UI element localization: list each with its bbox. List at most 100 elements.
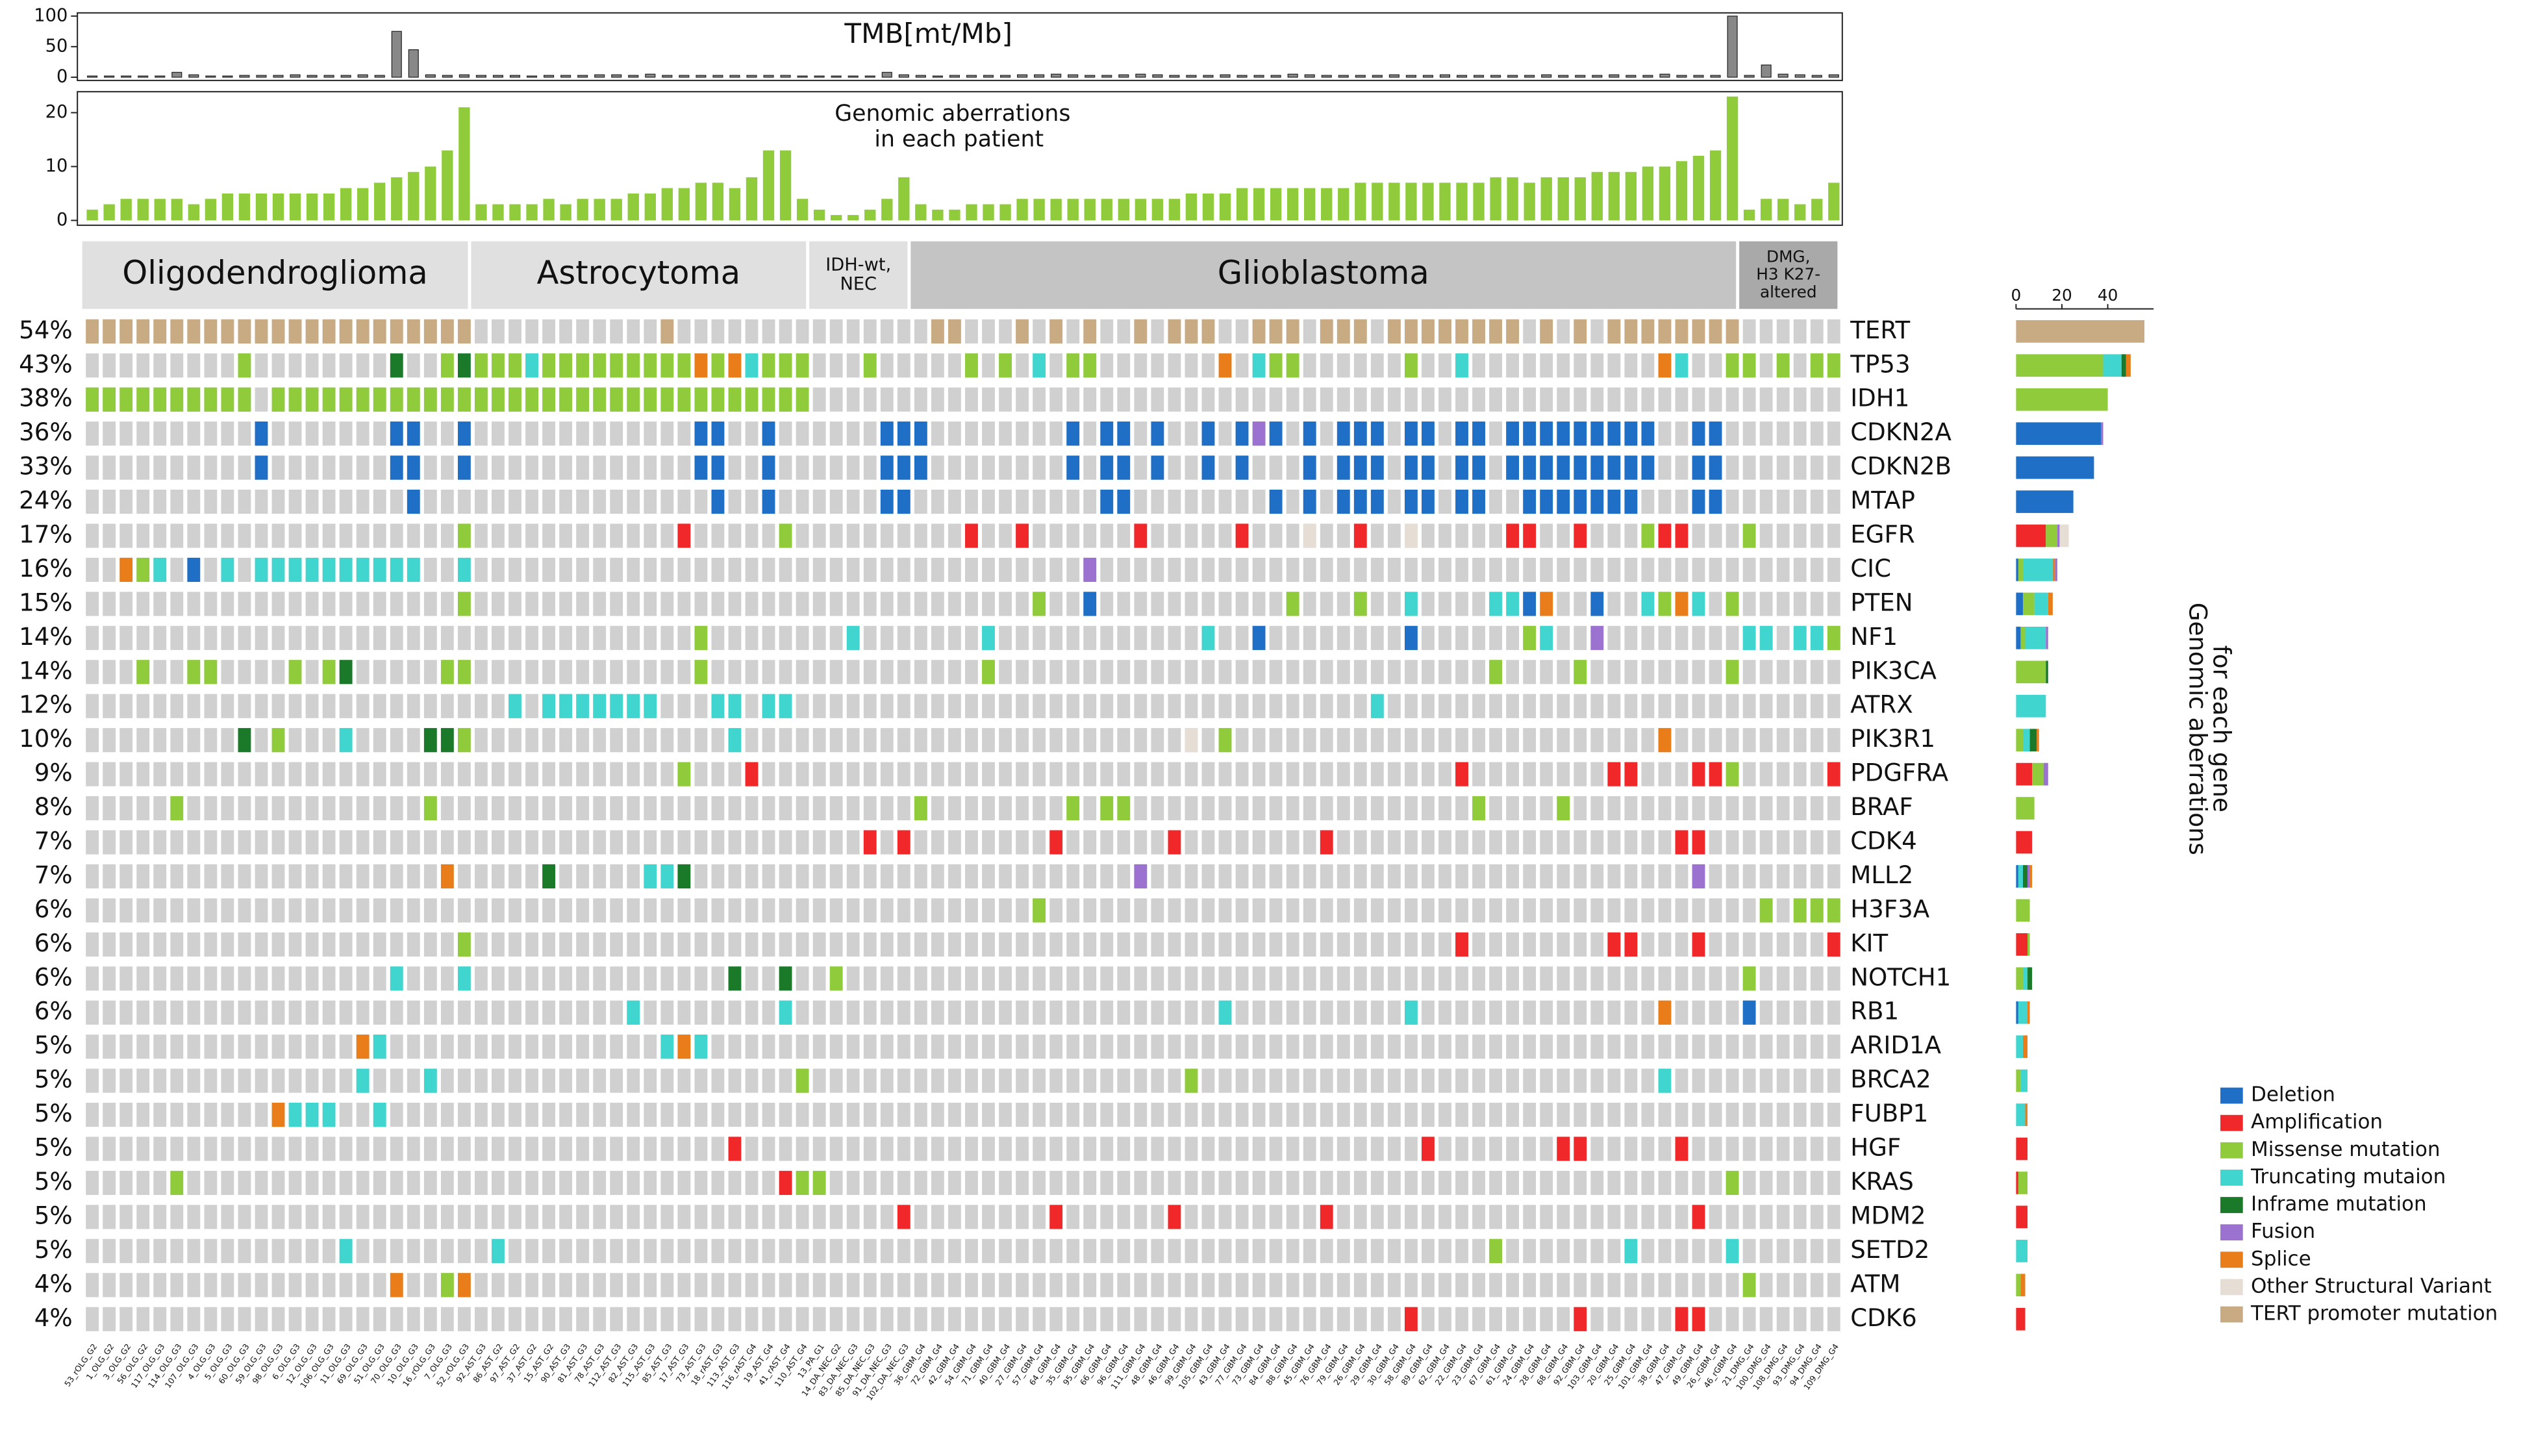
alteration-cell <box>1489 319 1502 344</box>
cell-bg <box>1404 1273 1418 1298</box>
gene-bar <box>2016 660 2046 684</box>
cell-bg <box>492 523 505 548</box>
cell-bg <box>271 864 285 889</box>
alteration-cell <box>238 353 251 378</box>
cell-bg <box>170 489 184 514</box>
cell-bg <box>1607 1273 1621 1298</box>
gene-bar <box>2016 354 2103 377</box>
cell-bg <box>542 762 555 786</box>
gene-bar <box>2016 1103 2026 1126</box>
cell-bg <box>829 898 843 923</box>
cell-bg <box>153 898 167 923</box>
gene-bar <box>2016 490 2074 513</box>
percent-label: 6% <box>34 929 73 957</box>
cell-bg <box>1590 1035 1604 1059</box>
cell-bg <box>339 1000 353 1025</box>
cell-bg <box>1235 898 1249 923</box>
cell-bg <box>931 660 944 684</box>
cell-bg <box>677 1170 691 1196</box>
cell-bg <box>1540 830 1553 855</box>
alteration-cell <box>221 319 234 344</box>
cell-bg <box>610 1238 623 1263</box>
tmb-bar <box>1051 73 1062 78</box>
cell-bg <box>1607 1205 1621 1229</box>
cell-bg <box>1337 830 1350 855</box>
cell-bg <box>288 625 302 650</box>
cell-bg <box>1438 1238 1451 1263</box>
cell-bg <box>711 1068 725 1093</box>
alteration-cell <box>1353 523 1367 548</box>
cell-bg <box>863 1136 877 1161</box>
cell-bg <box>1827 319 1840 344</box>
gene-bar <box>2016 559 2018 581</box>
cell-bg <box>508 966 521 991</box>
cell-bg <box>1506 1238 1520 1263</box>
cell-bg <box>423 455 437 480</box>
alteration-cell <box>305 387 319 412</box>
cell-bg <box>914 966 927 991</box>
cell-bg <box>1049 387 1063 412</box>
cell-bg <box>339 1068 353 1093</box>
cell-bg <box>576 1170 590 1196</box>
cell-bg <box>779 319 792 344</box>
cell-bg <box>1151 1307 1164 1331</box>
cell-bg <box>812 557 826 583</box>
alteration-cell <box>796 1170 809 1196</box>
aberration-bar <box>627 193 639 221</box>
cell-bg <box>255 694 268 718</box>
alteration-cell <box>204 387 218 412</box>
cell-bg <box>525 966 538 991</box>
cell-bg <box>982 1273 995 1298</box>
cell-bg <box>1709 1000 1722 1025</box>
cell-bg <box>1235 1205 1249 1229</box>
cell-bg <box>1117 353 1131 378</box>
cell-bg <box>1269 796 1283 821</box>
alteration-cell <box>1286 353 1299 378</box>
cell-bg <box>1590 387 1604 412</box>
cell-bg <box>322 796 336 821</box>
cell-bg <box>1168 1307 1181 1331</box>
cell-bg <box>423 1205 437 1229</box>
cell-bg <box>204 1273 218 1298</box>
cell-bg <box>221 1273 234 1298</box>
cell-bg <box>1252 796 1266 821</box>
cell-bg <box>1472 1273 1485 1298</box>
cell-bg <box>1709 966 1722 991</box>
cell-bg <box>1218 1170 1232 1196</box>
cell-bg <box>593 557 607 583</box>
cell-bg <box>660 728 674 753</box>
cell-bg <box>880 932 894 957</box>
gene-label: PDGFRA <box>1850 759 1948 787</box>
alteration-cell <box>1742 1273 1756 1298</box>
cell-bg <box>1506 1170 1520 1196</box>
cell-bg <box>914 523 927 548</box>
cell-bg <box>1387 557 1401 583</box>
cell-bg <box>897 1307 910 1331</box>
cell-bg <box>271 489 285 514</box>
cell-bg <box>103 932 116 957</box>
cell-bg <box>136 830 150 855</box>
cell-bg <box>1320 1238 1333 1263</box>
cell-bg <box>829 1273 843 1298</box>
aberration-bar <box>1659 166 1671 221</box>
cell-bg <box>153 864 167 889</box>
gene-bar <box>2037 729 2039 752</box>
cell-bg <box>492 1205 505 1229</box>
cell-bg <box>1134 830 1148 855</box>
cell-bg <box>1506 796 1520 821</box>
aberration-bar <box>408 171 420 221</box>
cell-bg <box>880 1238 894 1263</box>
cell-bg <box>965 1238 978 1263</box>
alteration-cell <box>1726 762 1739 786</box>
cell-bg <box>1438 523 1451 548</box>
cell-bg <box>846 421 860 446</box>
cell-bg <box>1100 1102 1114 1127</box>
cell-bg <box>1201 1273 1215 1298</box>
tmb-bar <box>1794 74 1805 78</box>
gene-axis-title: Genomic aberrations for each gene <box>2183 603 2235 855</box>
cell-bg <box>1049 625 1063 650</box>
cell-bg <box>812 353 826 378</box>
cell-bg <box>1370 523 1384 548</box>
alteration-cell <box>457 319 471 344</box>
cell-bg <box>1776 728 1790 753</box>
